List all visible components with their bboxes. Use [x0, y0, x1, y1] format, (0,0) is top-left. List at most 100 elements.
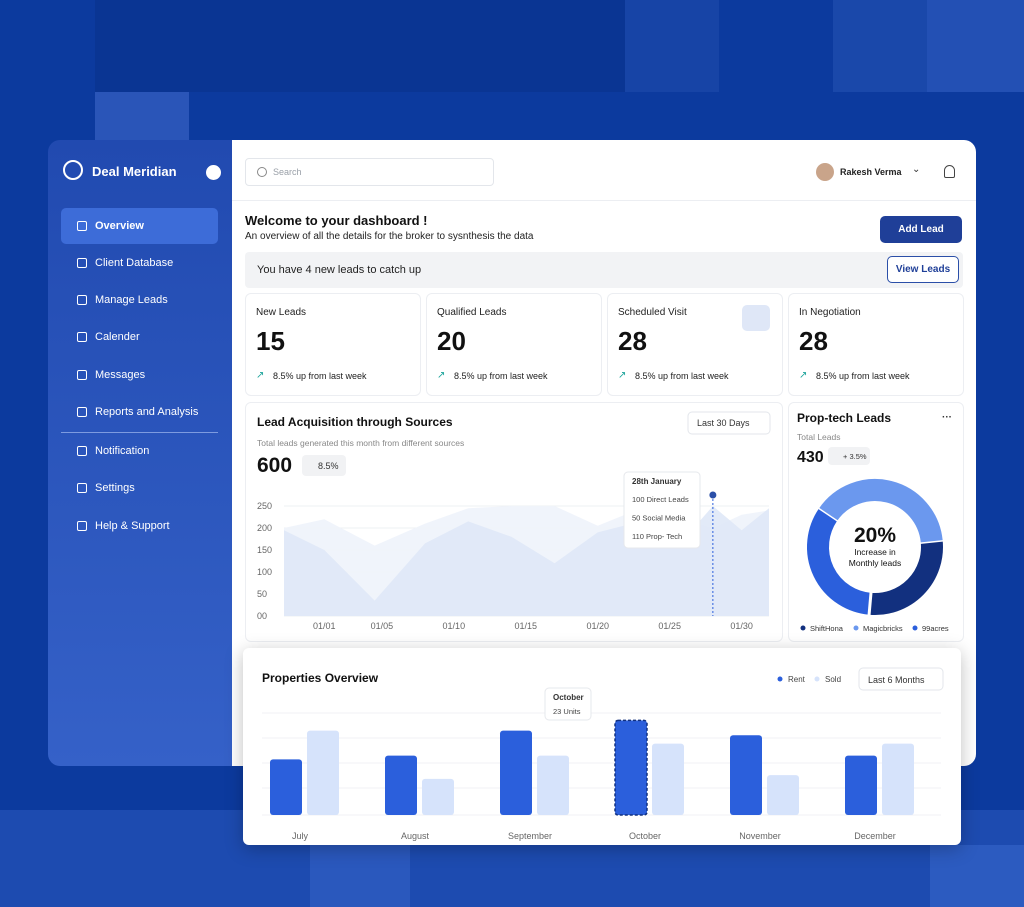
trend-icon: ↗ — [799, 370, 808, 381]
menu-item[interactable]: Manage Leads — [61, 282, 218, 318]
search-placeholder: Search — [273, 167, 302, 177]
change-pill — [828, 447, 870, 465]
header-divider — [232, 200, 976, 201]
x-tick-label: 01/30 — [730, 621, 753, 631]
bar — [882, 743, 914, 815]
stat-label: Scheduled Visit — [618, 307, 687, 318]
donut-slice — [869, 540, 943, 615]
stat-value: 28 — [618, 326, 647, 356]
bar — [270, 759, 302, 815]
x-tick-label: 01/25 — [658, 621, 681, 631]
more-icon[interactable]: ··· — [942, 412, 952, 423]
stat-value: 28 — [799, 326, 828, 356]
view-leads-button[interactable]: View Leads — [887, 256, 959, 283]
trend-icon: ↗ — [618, 370, 627, 381]
menu-item[interactable]: Messages — [61, 357, 218, 393]
chart-title: Properties Overview — [262, 671, 379, 685]
legend-dot — [853, 625, 859, 631]
x-tick-label: December — [854, 831, 896, 841]
stat-label: Qualified Leads — [437, 307, 507, 318]
chart-subtitle: Total leads generated this month from di… — [257, 438, 464, 448]
tooltip-line-text: 100 Direct Leads — [632, 495, 689, 504]
center-label: Monthly leads — [849, 558, 901, 568]
donut-slice — [807, 509, 872, 615]
menu-label: Settings — [95, 482, 135, 494]
menu-label: Messages — [95, 369, 146, 381]
trend-icon: ↗ — [256, 370, 265, 381]
chart-title: Lead Acquisition through Sources — [257, 415, 453, 429]
divider — [61, 432, 218, 433]
menu-item[interactable]: Overview — [61, 208, 218, 244]
bar — [385, 755, 417, 815]
menu-item[interactable]: Notification — [61, 433, 218, 469]
filter-dropdown[interactable] — [858, 667, 944, 691]
notice-text: You have 4 new leads to catch up — [257, 264, 422, 276]
bg-tile — [95, 0, 625, 92]
y-tick-label: 50 — [257, 589, 267, 599]
bg-tile — [833, 0, 927, 92]
add-lead-button[interactable]: Add Lead — [880, 216, 962, 243]
y-tick-label: 100 — [257, 567, 272, 577]
bar — [614, 719, 648, 816]
menu-item[interactable]: Calender — [61, 319, 218, 355]
y-tick-label: 250 — [257, 501, 272, 511]
change-label: 8.5% — [318, 461, 339, 471]
filter-label: Last 30 Days — [697, 418, 750, 428]
stat-label: In Negotiation — [799, 307, 861, 318]
notice-bar — [245, 252, 963, 288]
stat-label: New Leads — [256, 307, 307, 318]
add-user-icon[interactable] — [742, 305, 770, 331]
collapse-button[interactable] — [206, 165, 221, 180]
tooltip-dot — [709, 491, 717, 499]
legend-dot — [912, 625, 918, 631]
chart-subtitle: Total Leads — [797, 432, 840, 442]
bar — [500, 730, 532, 815]
menu-label: Manage Leads — [95, 294, 168, 306]
stat-card — [245, 293, 421, 396]
bg-tile — [930, 845, 1024, 907]
user-name: Rakesh Verma — [840, 167, 902, 177]
legend-label: ShiftHona — [810, 624, 844, 633]
bg-tile — [927, 0, 1024, 92]
menu-label: Client Database — [95, 257, 174, 269]
menu-item[interactable]: Settings — [61, 470, 218, 506]
stat-card — [426, 293, 602, 396]
menu-label: Notification — [95, 445, 150, 457]
bar — [767, 775, 799, 815]
x-tick-label: July — [292, 831, 309, 841]
bar — [652, 743, 684, 815]
slice-gap — [867, 591, 873, 616]
brand-logo — [63, 160, 83, 180]
bell-icon[interactable] — [944, 165, 955, 178]
stat-change: 8.5% up from last week — [454, 371, 548, 381]
tooltip-title: October — [553, 693, 584, 702]
stat-value: 15 — [256, 326, 285, 356]
menu-item[interactable]: Help & Support — [61, 508, 218, 544]
stat-change: 8.5% up from last week — [816, 371, 910, 381]
tooltip-text: 23 Units — [553, 707, 581, 716]
bar — [730, 735, 762, 815]
x-tick-label: November — [739, 831, 781, 841]
menu-label: Reports and Analysis — [95, 406, 199, 418]
menu-item[interactable]: Client Database — [61, 245, 218, 281]
x-tick-label: 01/01 — [313, 621, 336, 631]
tooltip-title: 28th January — [632, 477, 682, 486]
menu-item[interactable]: Reports and Analysis — [61, 394, 218, 430]
sidebar — [48, 140, 248, 766]
search-box[interactable] — [245, 158, 494, 186]
menu-label: Overview — [95, 220, 144, 232]
tooltip-line-text: 110 Prop- Tech — [632, 532, 682, 541]
tooltip — [623, 471, 701, 549]
y-tick-label: 150 — [257, 545, 272, 555]
tooltip-line-text: 50 Social Media — [632, 514, 686, 523]
trend-icon: ↗ — [437, 370, 446, 381]
dropdown-caret[interactable]: ⌄ — [912, 164, 921, 175]
bar — [845, 755, 877, 815]
properties-card: Properties Overview Rent Sold Last 6 Months… — [243, 648, 961, 845]
x-tick-label: 01/10 — [443, 621, 466, 631]
legend-label: Rent — [788, 675, 806, 684]
legend-dot — [777, 676, 783, 682]
filter-dropdown[interactable] — [687, 411, 771, 435]
